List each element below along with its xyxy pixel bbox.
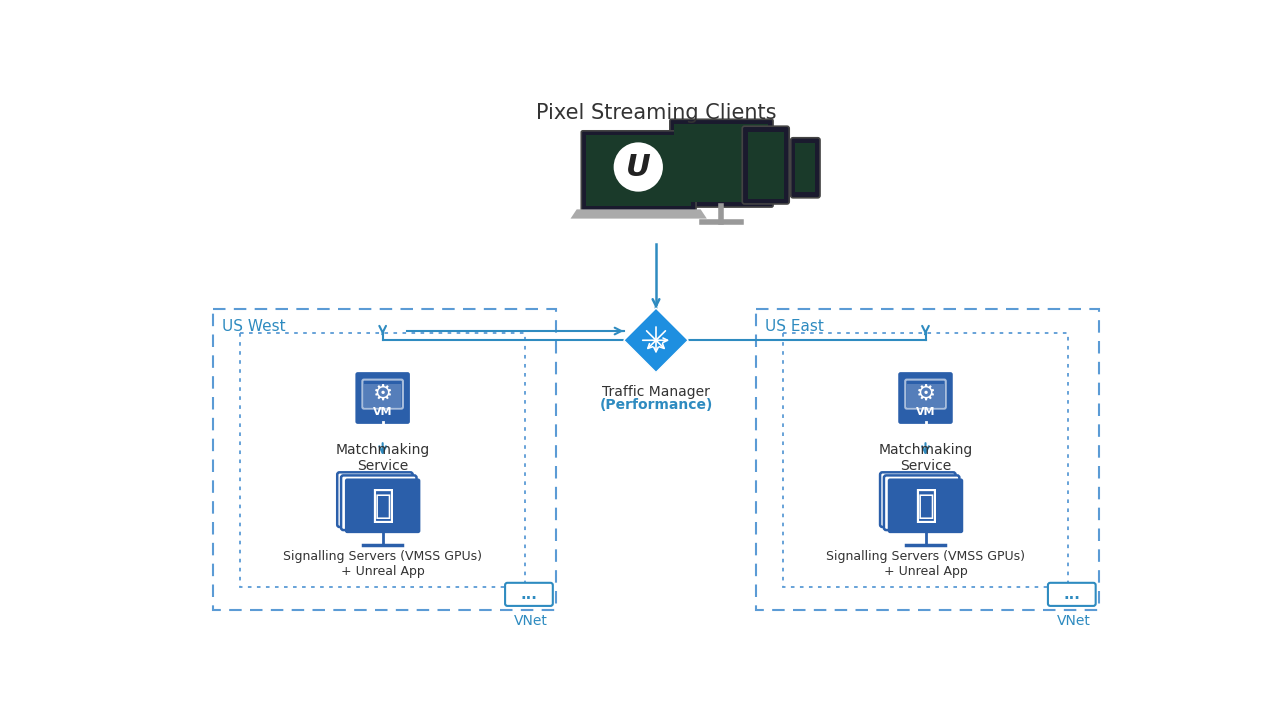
FancyBboxPatch shape <box>669 119 773 207</box>
Bar <box>241 332 525 587</box>
FancyBboxPatch shape <box>581 131 696 211</box>
FancyBboxPatch shape <box>742 126 790 204</box>
Text: (Performance): (Performance) <box>599 398 713 412</box>
Text: Matchmaking
Service: Matchmaking Service <box>878 443 973 473</box>
Text: ⚙: ⚙ <box>915 384 936 404</box>
Text: VNet: VNet <box>1057 614 1091 628</box>
Text: Pixel Streaming Clients: Pixel Streaming Clients <box>536 103 776 123</box>
FancyBboxPatch shape <box>356 372 410 424</box>
Polygon shape <box>623 308 689 373</box>
FancyBboxPatch shape <box>337 472 412 527</box>
Text: ⧁: ⧁ <box>918 492 934 520</box>
Text: VNet: VNet <box>515 614 548 628</box>
FancyBboxPatch shape <box>506 583 553 606</box>
Text: VM: VM <box>915 407 936 417</box>
Text: ⬛: ⬛ <box>914 488 937 524</box>
FancyBboxPatch shape <box>1048 583 1096 606</box>
Bar <box>364 383 402 407</box>
Bar <box>748 131 783 199</box>
FancyBboxPatch shape <box>791 138 820 198</box>
Text: ...: ... <box>1064 587 1080 602</box>
Polygon shape <box>571 210 707 218</box>
Circle shape <box>613 142 663 192</box>
Bar <box>675 124 768 202</box>
Text: ⚙: ⚙ <box>372 384 393 404</box>
FancyBboxPatch shape <box>881 472 956 527</box>
Text: Signalling Servers (VMSS GPUs)
+ Unreal App: Signalling Servers (VMSS GPUs) + Unreal … <box>283 551 483 579</box>
Text: Traffic Manager: Traffic Manager <box>602 385 710 399</box>
FancyBboxPatch shape <box>344 478 420 533</box>
Text: ⬛: ⬛ <box>371 488 394 524</box>
Bar <box>756 309 1098 610</box>
Bar <box>795 143 815 192</box>
Text: Matchmaking
Service: Matchmaking Service <box>335 443 430 473</box>
Bar <box>906 383 945 407</box>
Text: ⧁: ⧁ <box>374 492 390 520</box>
FancyBboxPatch shape <box>888 478 964 533</box>
Text: US West: US West <box>223 319 287 334</box>
Text: US East: US East <box>765 319 824 334</box>
FancyBboxPatch shape <box>340 475 416 530</box>
Bar <box>586 136 691 206</box>
FancyBboxPatch shape <box>899 372 952 424</box>
Bar <box>214 309 556 610</box>
Bar <box>783 332 1068 587</box>
Text: U: U <box>626 152 650 182</box>
Text: Signalling Servers (VMSS GPUs)
+ Unreal App: Signalling Servers (VMSS GPUs) + Unreal … <box>826 551 1025 579</box>
Text: ...: ... <box>521 587 538 602</box>
Text: VM: VM <box>372 407 393 417</box>
FancyBboxPatch shape <box>884 475 960 530</box>
